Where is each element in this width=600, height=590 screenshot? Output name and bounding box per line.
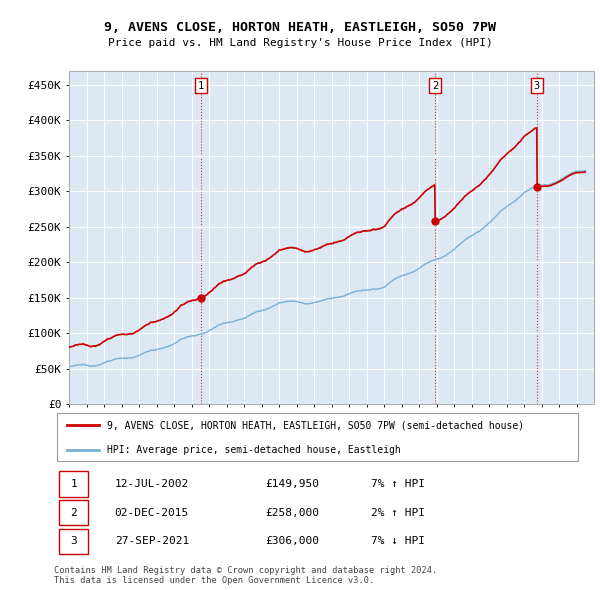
Text: 02-DEC-2015: 02-DEC-2015 xyxy=(115,508,189,517)
Text: 27-SEP-2021: 27-SEP-2021 xyxy=(115,536,189,546)
Text: £258,000: £258,000 xyxy=(265,508,319,517)
Text: 7% ↓ HPI: 7% ↓ HPI xyxy=(371,536,425,546)
Text: 7% ↑ HPI: 7% ↑ HPI xyxy=(371,479,425,489)
FancyBboxPatch shape xyxy=(56,414,578,461)
Text: Contains HM Land Registry data © Crown copyright and database right 2024.
This d: Contains HM Land Registry data © Crown c… xyxy=(54,566,437,585)
Text: 9, AVENS CLOSE, HORTON HEATH, EASTLEIGH, SO50 7PW (semi-detached house): 9, AVENS CLOSE, HORTON HEATH, EASTLEIGH,… xyxy=(107,420,524,430)
Text: 2: 2 xyxy=(70,508,77,517)
Text: 12-JUL-2002: 12-JUL-2002 xyxy=(115,479,189,489)
Text: £149,950: £149,950 xyxy=(265,479,319,489)
Text: 1: 1 xyxy=(197,81,204,91)
Text: 9, AVENS CLOSE, HORTON HEATH, EASTLEIGH, SO50 7PW: 9, AVENS CLOSE, HORTON HEATH, EASTLEIGH,… xyxy=(104,21,496,34)
Text: HPI: Average price, semi-detached house, Eastleigh: HPI: Average price, semi-detached house,… xyxy=(107,445,401,455)
Text: £306,000: £306,000 xyxy=(265,536,319,546)
Text: 1: 1 xyxy=(70,479,77,489)
FancyBboxPatch shape xyxy=(59,529,88,554)
Text: 3: 3 xyxy=(70,536,77,546)
FancyBboxPatch shape xyxy=(59,471,88,497)
FancyBboxPatch shape xyxy=(59,500,88,525)
Text: 3: 3 xyxy=(534,81,540,91)
Text: 2: 2 xyxy=(432,81,438,91)
Text: Price paid vs. HM Land Registry's House Price Index (HPI): Price paid vs. HM Land Registry's House … xyxy=(107,38,493,48)
Text: 2% ↑ HPI: 2% ↑ HPI xyxy=(371,508,425,517)
